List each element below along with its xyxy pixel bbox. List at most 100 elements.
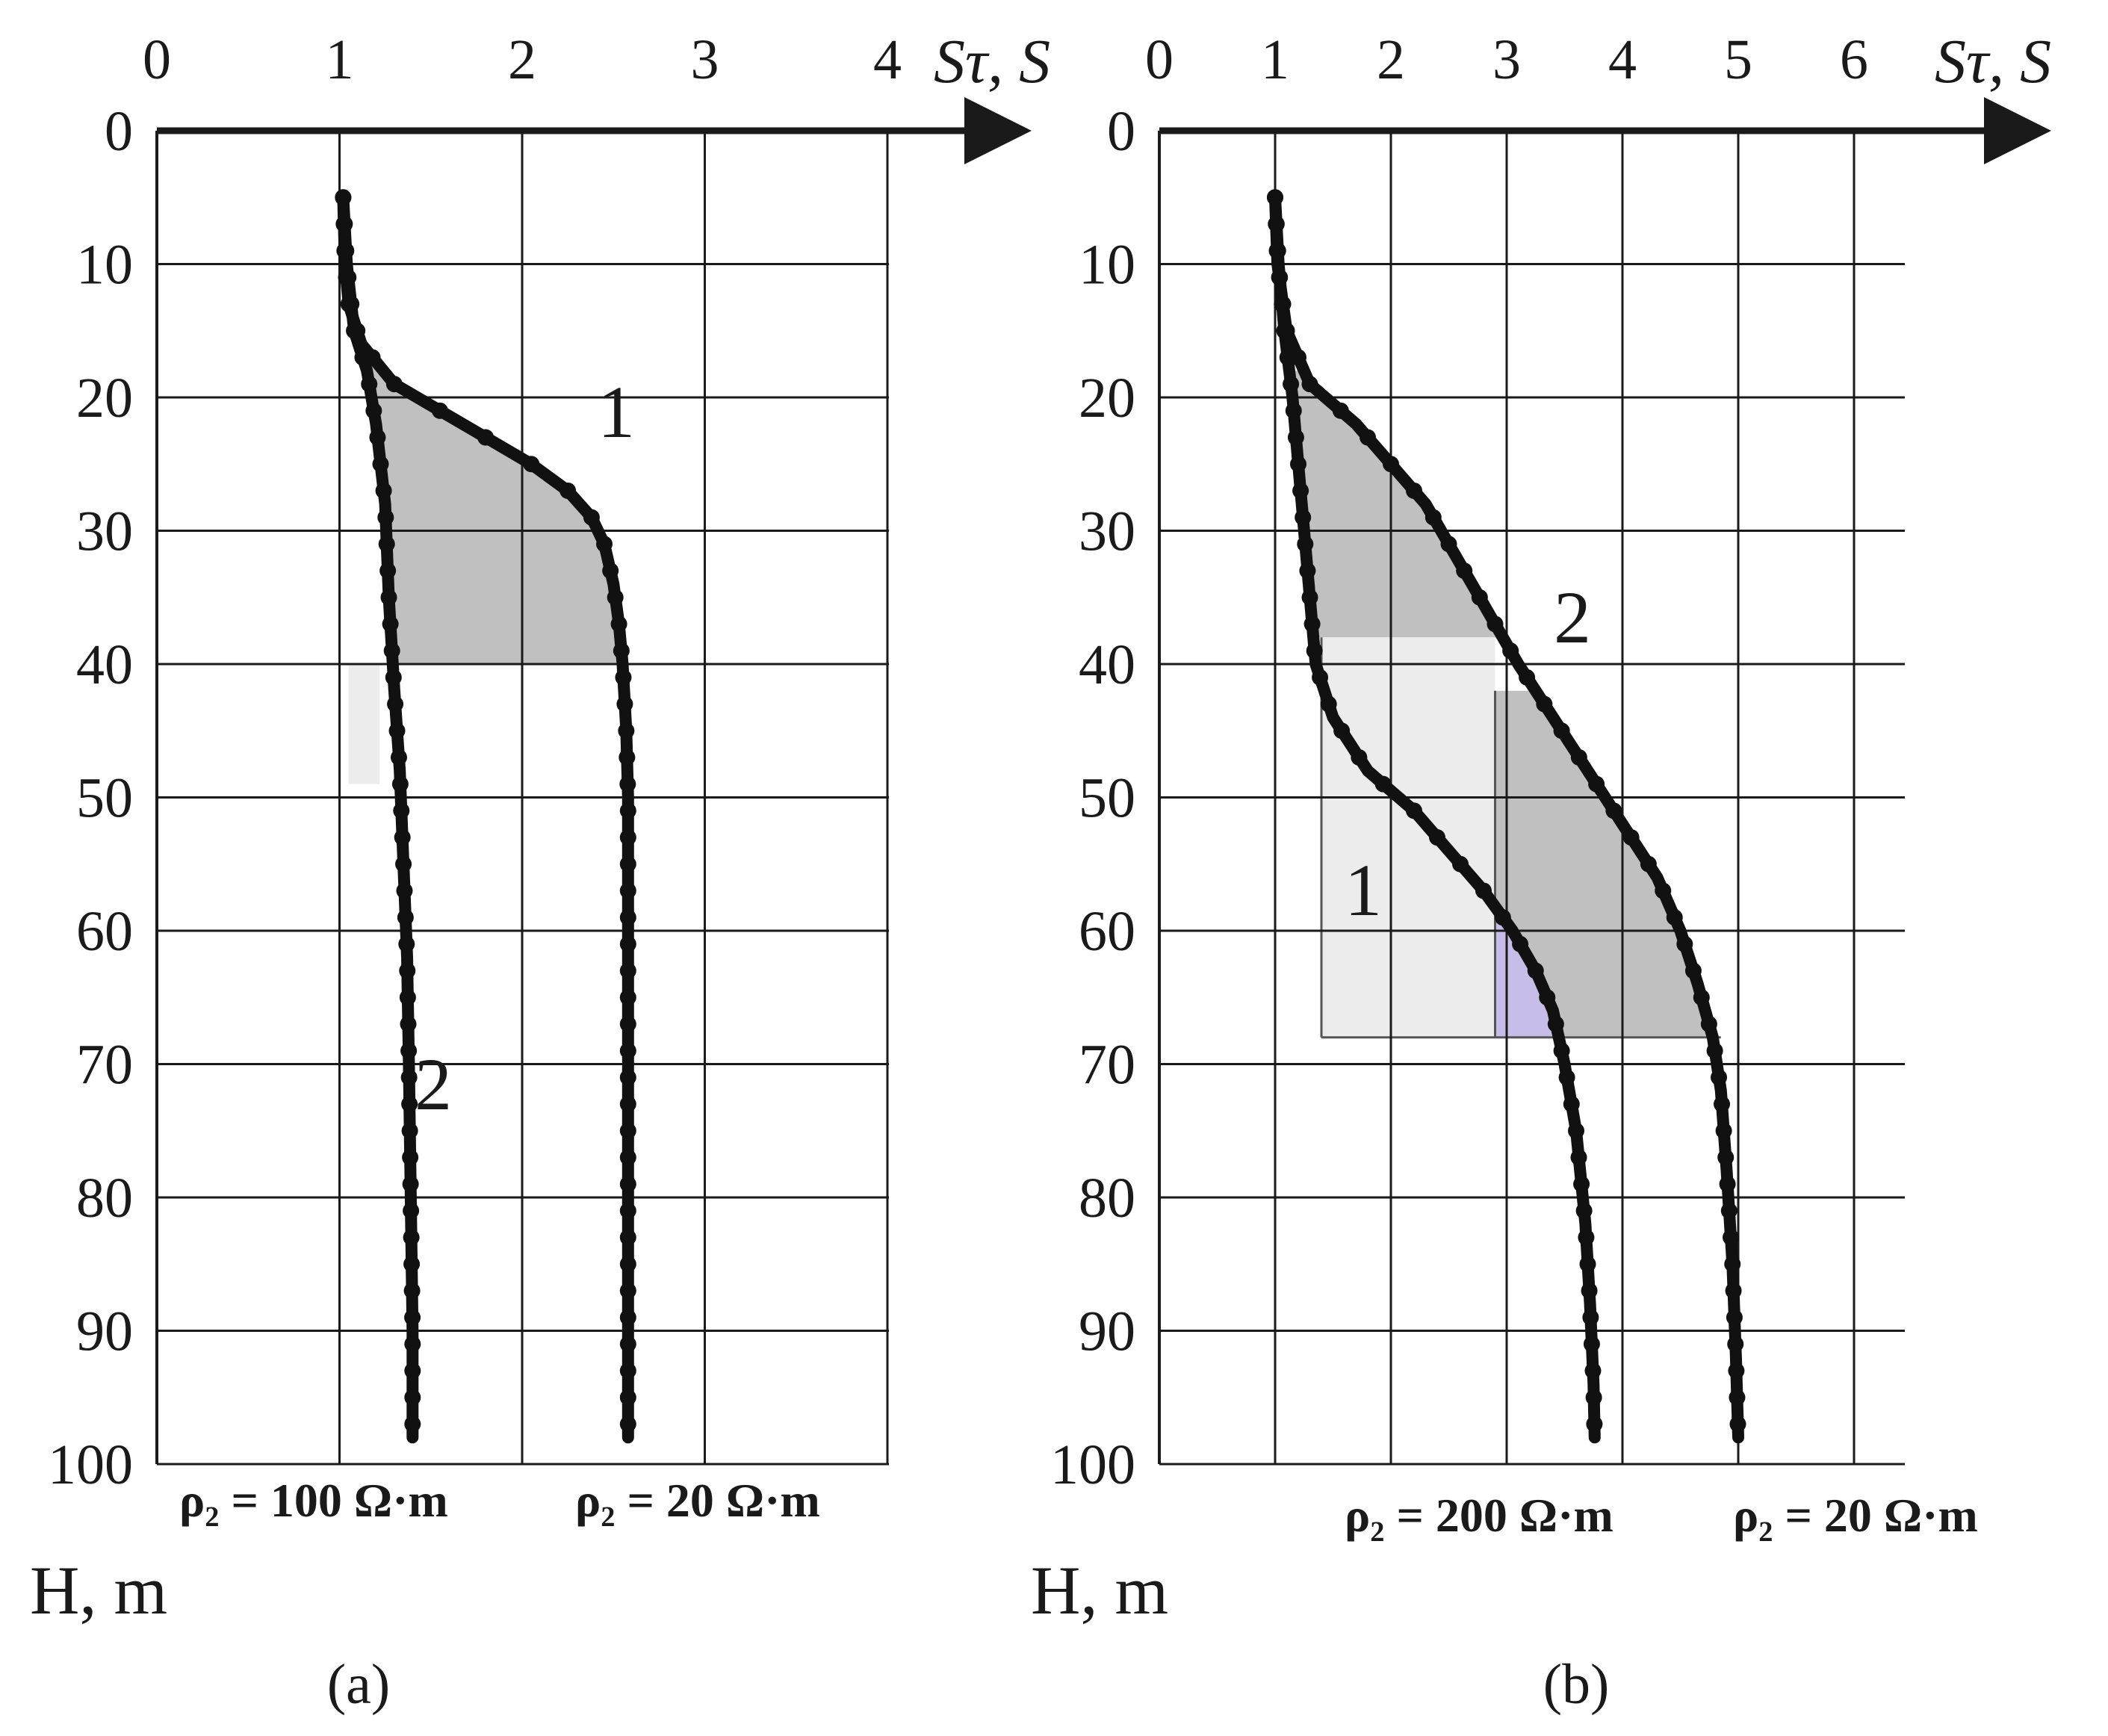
y-tick-label: 70 (76, 1034, 133, 1097)
series-point-2 (379, 562, 397, 580)
series-point-2 (1724, 1256, 1741, 1273)
series-point-2 (404, 1389, 421, 1406)
series-point-2 (403, 1229, 420, 1246)
series-point-2 (382, 616, 399, 633)
y-tick-label: 60 (76, 900, 133, 963)
series-point-2 (385, 669, 402, 686)
series-point-2 (1301, 376, 1318, 393)
series-point-1 (1583, 1336, 1600, 1353)
series-point-2 (393, 802, 410, 819)
shaded-regions-b (1289, 371, 1721, 1039)
series-point-2 (1720, 1202, 1737, 1219)
series-point-2 (365, 402, 382, 419)
series-point-1 (1295, 509, 1312, 526)
legend-label-rho20-b: ρ₂ = 20 Ω·m (1733, 1489, 1978, 1542)
series-point-2 (402, 1176, 419, 1193)
series-point-2 (1714, 1096, 1731, 1113)
series-point-2 (1725, 1282, 1742, 1299)
series-point-2 (1676, 935, 1693, 952)
series-point-2 (403, 1282, 421, 1299)
series-point-2 (372, 456, 389, 473)
x-tick-label: 3 (691, 28, 719, 91)
series-point-1 (619, 1042, 636, 1059)
y-tick-label: 90 (1079, 1301, 1135, 1363)
series-point-2 (346, 322, 363, 339)
series-point-2 (1715, 1122, 1732, 1139)
series-point-1 (619, 1389, 636, 1406)
series-point-1 (477, 429, 495, 446)
series-point-2 (1536, 695, 1553, 713)
y-tick-label: 30 (76, 500, 133, 563)
series-point-1 (1527, 962, 1544, 979)
series-point-2 (1502, 642, 1519, 660)
series-point-1 (619, 935, 636, 952)
series-point-2 (335, 189, 352, 206)
series-point-1 (1274, 296, 1291, 313)
series-point-2 (1655, 882, 1672, 899)
y-tick-label: 40 (1079, 633, 1135, 696)
y-tick-label: 20 (1079, 367, 1135, 430)
series-point-2 (1332, 402, 1349, 419)
series-point-1 (619, 989, 636, 1006)
x-tick-labels-b: 0 1 2 3 4 5 6 (1145, 28, 1868, 91)
series-point-2 (404, 1309, 421, 1326)
series-point-2 (383, 642, 400, 660)
x-tick-label: 0 (1145, 28, 1174, 91)
y-tick-label: 10 (1079, 234, 1135, 297)
series-point-2 (1406, 482, 1422, 499)
shaded-region-1-a (362, 357, 623, 664)
series-point-1 (1429, 829, 1445, 846)
panel-b: 0 1 2 3 4 5 6 0 10 20 30 40 50 60 70 80 90 100 Sτ, S H, … (1031, 27, 2051, 1716)
y-tick-label: 100 (1050, 1433, 1135, 1496)
series-point-2 (1519, 669, 1536, 686)
series-point-2 (378, 536, 395, 553)
series-point-1 (1570, 1149, 1587, 1166)
x-axis-unit-b: Sτ, S (1935, 27, 2051, 96)
curves-a (335, 189, 636, 1444)
series-point-2 (1640, 855, 1657, 872)
series-point-1 (583, 509, 600, 526)
series-point-2 (1693, 989, 1710, 1006)
y-tick-label: 0 (1107, 100, 1135, 163)
series-point-1 (1586, 1416, 1603, 1433)
series-point-1 (1290, 456, 1306, 473)
series-point-2 (1425, 509, 1442, 526)
shaded-regions-a (348, 357, 623, 784)
series-point-1 (1374, 775, 1392, 793)
series-point-1 (1351, 748, 1368, 766)
series-point-1 (1573, 1176, 1590, 1193)
y-tick-label: 10 (76, 234, 133, 297)
series-point-1 (1494, 909, 1511, 926)
series-point-1 (1303, 616, 1321, 633)
series-point-2 (396, 882, 413, 899)
series-point-1 (1267, 189, 1283, 206)
x-tick-label: 0 (143, 28, 171, 91)
legend-label-rho100-a: ρ₂ = 100 Ω·m (179, 1474, 448, 1527)
series-point-1 (1285, 402, 1302, 419)
x-tick-label: 1 (326, 28, 354, 91)
x-tick-label: 1 (1261, 28, 1289, 91)
series-point-2 (399, 989, 416, 1006)
series-point-2 (1726, 1309, 1743, 1326)
series-point-2 (399, 962, 416, 979)
shaded-region-2-b-upper (1289, 371, 1503, 638)
series-point-1 (596, 536, 613, 553)
series-point-2 (1728, 1363, 1745, 1380)
series-point-1 (619, 829, 636, 846)
grid-b (1158, 97, 2051, 1466)
y-tick-label: 50 (76, 767, 133, 830)
series-point-1 (1287, 429, 1304, 446)
series-point-2 (369, 429, 386, 446)
series-point-1 (1320, 695, 1337, 713)
grid-a (155, 97, 1032, 1466)
series-point-1 (619, 1096, 636, 1113)
series-point-2 (336, 215, 353, 232)
series-point-1 (385, 376, 403, 393)
curve-marker-1-b: 1 (1345, 849, 1382, 931)
series-point-1 (1578, 1229, 1595, 1246)
shaded-region-2-b-lower (1495, 690, 1713, 1038)
curve-marker-2-a: 2 (415, 1043, 452, 1126)
series-point-2 (404, 1416, 421, 1433)
series-point-2 (388, 722, 406, 740)
series-point-2 (340, 269, 357, 286)
